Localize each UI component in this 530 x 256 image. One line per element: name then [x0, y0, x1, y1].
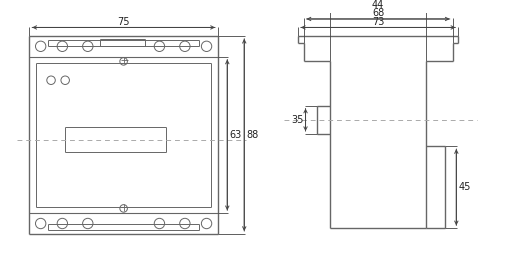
Text: 44: 44 — [372, 0, 384, 10]
Text: 75: 75 — [117, 17, 130, 27]
Text: 63: 63 — [229, 130, 242, 140]
Text: 88: 88 — [246, 130, 259, 140]
Text: 73: 73 — [372, 17, 384, 27]
Text: 45: 45 — [458, 182, 471, 192]
Text: 68: 68 — [372, 8, 384, 18]
Text: 35: 35 — [291, 115, 303, 125]
